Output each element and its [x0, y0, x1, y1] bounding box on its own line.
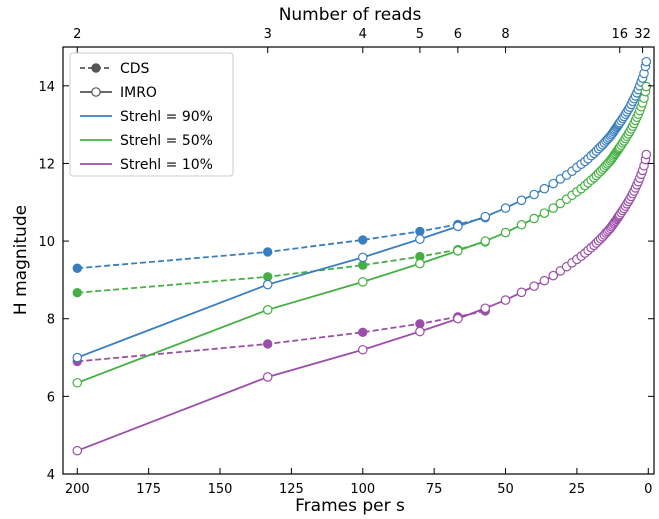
legend-box [69, 52, 234, 177]
data-point [357, 277, 368, 287]
data-point [480, 303, 491, 314]
data-point [415, 319, 425, 329]
series-imro-5 [72, 149, 652, 456]
y-tick-label: 8 [47, 313, 55, 328]
data-point [539, 183, 550, 194]
x-tick-label: 125 [279, 482, 304, 497]
y-axis-title: H magnitude [11, 205, 31, 315]
data-point [641, 56, 652, 67]
x-tick-label: 100 [350, 482, 375, 497]
y-tick-label: 6 [47, 390, 55, 405]
top-tick-label: 5 [416, 27, 424, 42]
y-tick-label: 14 [38, 80, 55, 95]
data-point [480, 236, 491, 246]
data-point [548, 178, 559, 189]
legend-entry: Strehl = 50% [80, 133, 213, 149]
top-tick-label: 3 [264, 27, 272, 42]
data-point [539, 275, 550, 286]
top-tick-label: 16 [611, 27, 628, 42]
series-imro-3 [72, 56, 652, 363]
legend-label: Strehl = 50% [120, 133, 213, 149]
series-cds-1 [72, 237, 490, 298]
y-tick-label: 4 [47, 468, 55, 483]
series-cds-0 [72, 213, 490, 273]
data-point [72, 263, 82, 273]
data-point [415, 226, 425, 237]
data-point [72, 445, 83, 456]
series-line [77, 241, 486, 294]
data-point [358, 235, 368, 245]
data-point [500, 203, 511, 213]
y-tick-label: 12 [38, 157, 55, 172]
data-point [516, 219, 527, 230]
data-point [72, 377, 83, 388]
legend-label: IMRO [120, 85, 157, 101]
data-point [453, 221, 463, 232]
top-tick-label: 6 [454, 27, 462, 42]
data-point [529, 213, 539, 224]
data-point [72, 352, 83, 363]
data-point [357, 344, 368, 355]
plot-frame [62, 46, 655, 475]
x-tick-label: 75 [426, 482, 443, 497]
y-tick-label: 10 [38, 235, 55, 250]
data-point [263, 247, 273, 257]
data-point [548, 203, 559, 213]
data-point [263, 339, 273, 349]
legend-marker [91, 63, 101, 73]
top-axis-title: Number of reads [279, 5, 422, 25]
top-tick-label: 2 [73, 27, 81, 42]
data-point [415, 326, 425, 337]
data-point [415, 258, 425, 269]
data-point [500, 295, 511, 305]
x-tick-label: 0 [644, 482, 652, 497]
data-point [641, 149, 652, 160]
legend-label: Strehl = 90% [120, 109, 213, 125]
series-layer [72, 56, 652, 456]
x-tick-label: 150 [208, 482, 233, 497]
legend-entry: Strehl = 90% [80, 109, 213, 125]
data-point [358, 327, 368, 338]
data-point [539, 208, 550, 218]
data-point [357, 252, 368, 263]
legend-marker [91, 87, 101, 97]
data-point [480, 211, 491, 222]
legend-label: Strehl = 10% [120, 157, 213, 173]
data-point [72, 288, 82, 298]
data-point [453, 246, 463, 256]
data-point [262, 372, 273, 382]
data-point [453, 313, 463, 324]
top-tick-label: 4 [359, 27, 367, 42]
data-point [529, 189, 539, 200]
data-point [516, 195, 527, 206]
series-line [77, 216, 486, 270]
data-point [641, 81, 652, 92]
x-tick-label: 200 [65, 482, 90, 497]
legend-entry: CDS [80, 61, 150, 77]
legend: CDS IMRO Strehl = 90% Strehl = 50% Strehl = … [69, 52, 234, 177]
series-line [77, 310, 486, 363]
data-point [548, 270, 559, 281]
x-axis-title: Frames per s [295, 496, 405, 516]
data-point [358, 260, 368, 270]
data-point [262, 304, 273, 315]
series-cds-2 [72, 306, 490, 367]
top-tick-label: 8 [501, 27, 509, 42]
legend-label: CDS [120, 61, 150, 77]
axes-layer: 200 175 150 125 100 75 50 25 0 4 6 8 10 12 14 2 3 4 5 6 8 16 3… [38, 27, 654, 497]
series-imro-4 [72, 81, 652, 388]
data-point [415, 234, 425, 244]
data-point [500, 227, 511, 238]
top-tick-label: 32 [634, 27, 651, 42]
x-tick-label: 50 [497, 482, 514, 497]
data-point [516, 287, 527, 298]
x-tick-label: 25 [569, 482, 586, 497]
data-point [262, 279, 273, 290]
data-point [529, 281, 539, 291]
x-tick-label: 175 [136, 482, 161, 497]
legend-entry: Strehl = 10% [80, 157, 213, 173]
legend-entry: IMRO [80, 85, 157, 101]
data-point [263, 272, 273, 282]
